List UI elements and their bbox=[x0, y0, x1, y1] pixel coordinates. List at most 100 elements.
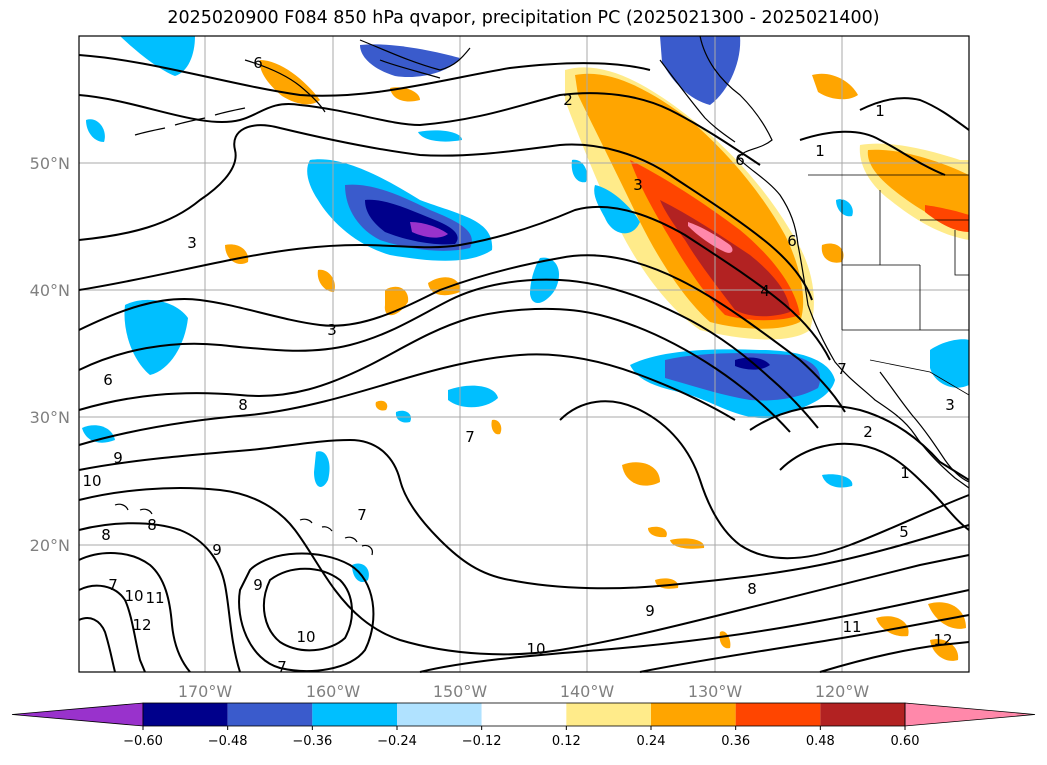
colorbar-tick-label: −0.12 bbox=[462, 734, 502, 749]
positive-blob-6 bbox=[622, 462, 660, 486]
lon-label-150w: 150°W bbox=[433, 682, 488, 701]
coastline-aleutians bbox=[134, 107, 246, 136]
colorbar-segment bbox=[143, 703, 228, 726]
colorbar-tick-label: −0.36 bbox=[292, 734, 332, 749]
positive-ne-patch bbox=[812, 73, 858, 100]
contour-label: 6 bbox=[787, 232, 797, 250]
contour-label: 7 bbox=[465, 428, 475, 446]
contour-20 bbox=[819, 641, 970, 673]
contour-label: 1 bbox=[900, 464, 910, 482]
border-mexico bbox=[869, 359, 970, 396]
colorbar-tick-label: −0.24 bbox=[377, 734, 417, 749]
contour-7 bbox=[78, 307, 791, 433]
colorbar-tick-label: 0.12 bbox=[552, 734, 581, 749]
colorbar-segment bbox=[227, 703, 313, 726]
colorbar-segment bbox=[820, 703, 905, 726]
contour-label: 3 bbox=[945, 396, 955, 414]
positive-blob-8 bbox=[670, 538, 705, 549]
coastline-north-america bbox=[699, 35, 970, 489]
contour-label: 10 bbox=[82, 472, 101, 490]
positive-blob-3 bbox=[317, 269, 335, 292]
colorbar-segment bbox=[566, 703, 651, 726]
colorbar-tick-label: 0.36 bbox=[721, 734, 750, 749]
negative-east-2 bbox=[822, 474, 853, 488]
contour-label-group: 2 3 3 3 1 6 6 4 1 6 8 9 10 8 8 7 9 7 9 1… bbox=[82, 54, 954, 676]
border-states-2 bbox=[842, 230, 969, 331]
coastline-west-islands bbox=[114, 503, 153, 515]
contour-10 bbox=[78, 487, 970, 656]
contour-label: 1 bbox=[875, 102, 885, 120]
map-title: 2025020900 F084 850 hPa qvapor, precipit… bbox=[167, 8, 880, 28]
negative-north-light bbox=[120, 36, 195, 76]
contour-16 bbox=[559, 400, 970, 560]
colorbar-extend-low bbox=[11, 702, 144, 727]
contour-label: 9 bbox=[645, 602, 655, 620]
negative-east-3 bbox=[836, 199, 853, 217]
contour-label: 7 bbox=[837, 360, 847, 378]
contour-label: 12 bbox=[933, 631, 952, 649]
negative-west-1 bbox=[124, 299, 188, 375]
lat-label-20n: 20°N bbox=[30, 536, 70, 555]
colorbar-segment bbox=[397, 703, 482, 726]
contour-label: 6 bbox=[103, 371, 113, 389]
contour-12 bbox=[78, 552, 191, 673]
contour-low-outer bbox=[238, 552, 375, 672]
positive-blob-5 bbox=[428, 277, 461, 296]
contour-2 bbox=[78, 92, 761, 166]
contour-label: 11 bbox=[145, 589, 164, 607]
contour-east-2 bbox=[799, 130, 946, 176]
contour-label: 7 bbox=[108, 576, 118, 594]
negative-mid-6 bbox=[571, 159, 588, 183]
map-panel: 2 3 3 3 1 6 6 4 1 6 8 9 10 8 8 7 9 7 9 1… bbox=[78, 35, 970, 676]
height-contours bbox=[78, 54, 970, 673]
positive-blob-11 bbox=[876, 616, 909, 637]
contour-label: 8 bbox=[101, 526, 111, 544]
contour-label: 5 bbox=[899, 523, 909, 541]
contour-label: 3 bbox=[327, 321, 337, 339]
contour-11 bbox=[78, 522, 241, 673]
precip-shading bbox=[82, 36, 969, 661]
lat-label-40n: 40°N bbox=[30, 281, 70, 300]
negative-east-1 bbox=[930, 339, 969, 388]
contour-9 bbox=[78, 438, 970, 590]
lon-label-130w: 130°W bbox=[688, 682, 743, 701]
contour-label: 10 bbox=[296, 628, 315, 646]
contour-label: 8 bbox=[147, 516, 157, 534]
colorbar-tick-label: 0.48 bbox=[806, 734, 835, 749]
contour-label: 7 bbox=[277, 658, 287, 676]
state-borders bbox=[808, 174, 970, 396]
contour-3 bbox=[78, 124, 813, 301]
contour-18 bbox=[749, 405, 970, 481]
positive-blob-15 bbox=[491, 419, 502, 435]
latitude-labels: 50°N 40°N 30°N 20°N bbox=[30, 154, 70, 555]
lat-label-50n: 50°N bbox=[30, 154, 70, 173]
contour-label: 3 bbox=[187, 234, 197, 252]
colorbar-tick-label: −0.48 bbox=[208, 734, 248, 749]
contour-17 bbox=[779, 442, 970, 531]
colorbar-segments bbox=[11, 702, 1036, 727]
lon-label-170w: 170°W bbox=[178, 682, 233, 701]
contour-label: 2 bbox=[563, 91, 573, 109]
negative-west-3 bbox=[86, 119, 105, 142]
contour-label: 9 bbox=[253, 576, 263, 594]
colorbar-segment bbox=[481, 703, 567, 726]
lon-label-120w: 120°W bbox=[815, 682, 870, 701]
coastlines bbox=[114, 35, 970, 556]
positive-blob-7 bbox=[648, 526, 667, 538]
colorbar-segment bbox=[651, 703, 736, 726]
contour-label: 1 bbox=[815, 142, 825, 160]
positive-blob-1 bbox=[390, 87, 420, 102]
contour-8 bbox=[78, 353, 736, 446]
colorbar-tick-label: −0.60 bbox=[123, 734, 163, 749]
gridlines bbox=[79, 36, 969, 672]
colorbar-ticks: −0.60 −0.48 −0.36 −0.24 −0.12 0.12 0.24 0.36 0.4… bbox=[123, 726, 919, 749]
contour-label: 4 bbox=[760, 282, 770, 300]
colorbar-frame bbox=[142, 702, 906, 727]
negative-east-4 bbox=[418, 130, 462, 142]
contour-15 bbox=[419, 589, 970, 673]
colorbar-extend-high bbox=[904, 702, 1036, 727]
positive-blob-16 bbox=[375, 400, 388, 411]
contour-label: 6 bbox=[253, 54, 263, 72]
positive-blob-12 bbox=[928, 602, 966, 629]
